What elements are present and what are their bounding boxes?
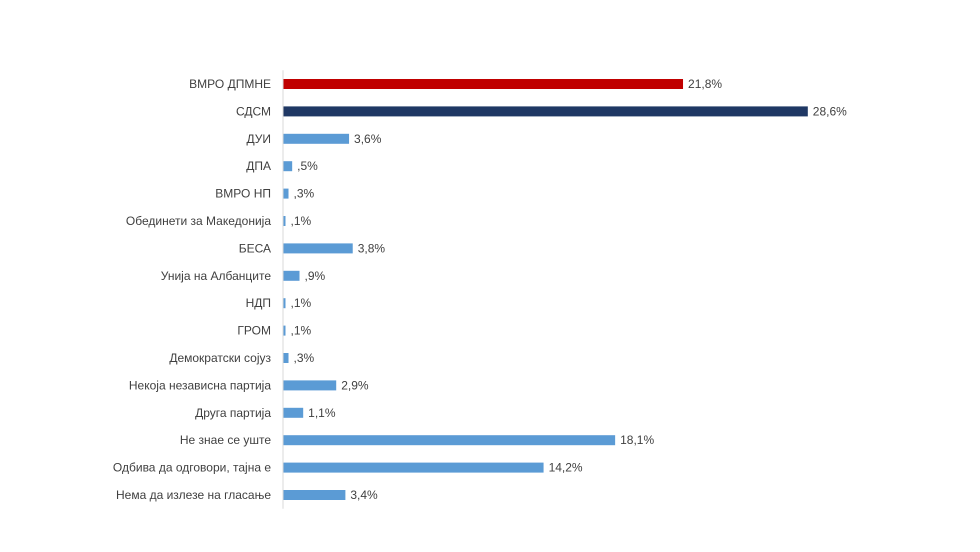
value-label: ,3%	[294, 351, 315, 365]
value-label: ,5%	[297, 159, 318, 173]
category-label: ДПА	[246, 159, 271, 173]
value-label: ,1%	[291, 324, 312, 338]
category-label: Нема да излезе на гласање	[116, 488, 271, 502]
bars-group	[283, 79, 808, 500]
bar	[283, 243, 353, 254]
category-label: ВМРО ДПМНЕ	[189, 77, 271, 91]
value-label: ,3%	[294, 187, 315, 201]
bar	[283, 161, 293, 172]
bar	[283, 353, 289, 363]
bar	[283, 325, 286, 336]
value-label: 3,6%	[354, 132, 382, 146]
category-label: Некоја независна партија	[129, 378, 271, 392]
category-label: Одбива да одговори, тајна е	[113, 461, 271, 475]
value-label: ,1%	[291, 296, 312, 310]
bar	[283, 79, 684, 89]
category-label: Обединети за Македонија	[126, 214, 271, 228]
bar	[283, 462, 544, 473]
category-label: БЕСА	[239, 241, 271, 255]
value-label: 3,4%	[350, 488, 378, 502]
category-label: СДСМ	[236, 104, 271, 118]
bar	[283, 490, 346, 500]
bar	[283, 133, 350, 144]
category-label: ДУИ	[246, 132, 271, 146]
value-label: 1,1%	[308, 406, 336, 420]
category-label: Демократски сојуз	[169, 351, 271, 365]
bar	[283, 270, 300, 281]
value-label: 14,2%	[549, 461, 583, 475]
category-label: Не знае се уште	[180, 433, 271, 447]
category-label: ГРОМ	[237, 324, 271, 338]
category-label: НДП	[246, 296, 271, 310]
value-label: 21,8%	[688, 77, 722, 91]
bar	[283, 380, 337, 391]
value-label: 3,8%	[358, 241, 386, 255]
value-label: ,1%	[291, 214, 312, 228]
bar	[283, 216, 286, 226]
bar	[283, 106, 808, 117]
bar	[283, 188, 289, 199]
value-label: 28,6%	[813, 104, 847, 118]
category-label: ВМРО НП	[215, 187, 271, 201]
bar	[283, 298, 286, 309]
value-labels-group: 21,8% 28,6% 3,6% ,5% ,3% ,1% 3,8% ,9% ,1% ,1% ,3% 2…	[291, 77, 848, 502]
bar	[283, 435, 616, 446]
value-label: 18,1%	[620, 433, 654, 447]
category-label: Унија на Албанците	[161, 269, 272, 283]
category-label: Друга партија	[195, 406, 271, 420]
category-labels-group: ВМРО ДПМНЕ СДСМ ДУИ ДПА ВМРО НП Обединети за …	[113, 77, 272, 502]
value-label: 2,9%	[341, 378, 369, 392]
value-label: ,9%	[305, 269, 326, 283]
bar	[283, 407, 304, 418]
